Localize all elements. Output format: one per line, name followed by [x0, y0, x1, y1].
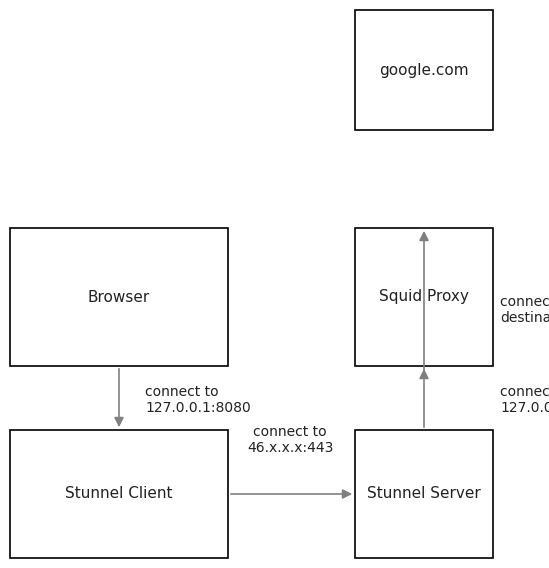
Text: connect to
127.0.0.1:3128: connect to 127.0.0.1:3128 [500, 385, 549, 415]
Bar [355, 430, 493, 558]
Text: google.com: google.com [379, 62, 469, 77]
Text: connect to
destination: connect to destination [500, 295, 549, 325]
Bar [10, 228, 228, 366]
Text: connect to
127.0.0.1:8080: connect to 127.0.0.1:8080 [145, 385, 251, 415]
Text: connect to
46.x.x.x:443: connect to 46.x.x.x:443 [247, 425, 333, 455]
Text: Browser: Browser [88, 290, 150, 304]
Text: Stunnel Server: Stunnel Server [367, 487, 481, 502]
Bar [355, 228, 493, 366]
Text: Squid Proxy: Squid Proxy [379, 290, 469, 304]
Bar [355, 10, 493, 130]
Bar [10, 430, 228, 558]
Text: Stunnel Client: Stunnel Client [65, 487, 173, 502]
